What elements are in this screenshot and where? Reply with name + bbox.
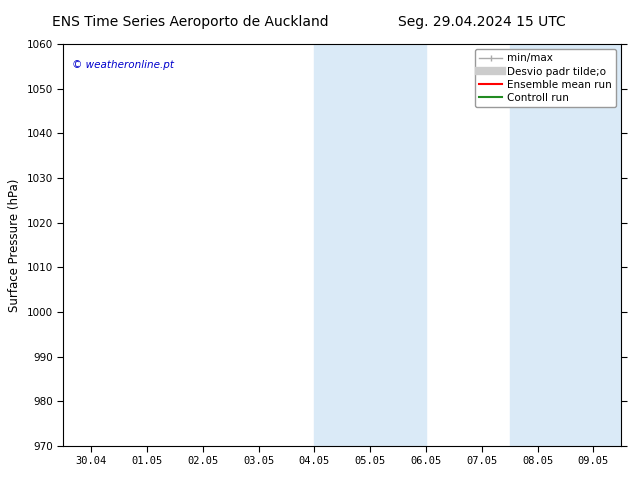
Legend: min/max, Desvio padr tilde;o, Ensemble mean run, Controll run: min/max, Desvio padr tilde;o, Ensemble m… bbox=[475, 49, 616, 107]
Bar bbox=[510, 44, 621, 446]
Y-axis label: Surface Pressure (hPa): Surface Pressure (hPa) bbox=[8, 178, 21, 312]
Text: © weatheronline.pt: © weatheronline.pt bbox=[72, 60, 174, 70]
Bar bbox=[314, 44, 426, 446]
Text: Seg. 29.04.2024 15 UTC: Seg. 29.04.2024 15 UTC bbox=[398, 15, 566, 29]
Text: ENS Time Series Aeroporto de Auckland: ENS Time Series Aeroporto de Auckland bbox=[52, 15, 328, 29]
